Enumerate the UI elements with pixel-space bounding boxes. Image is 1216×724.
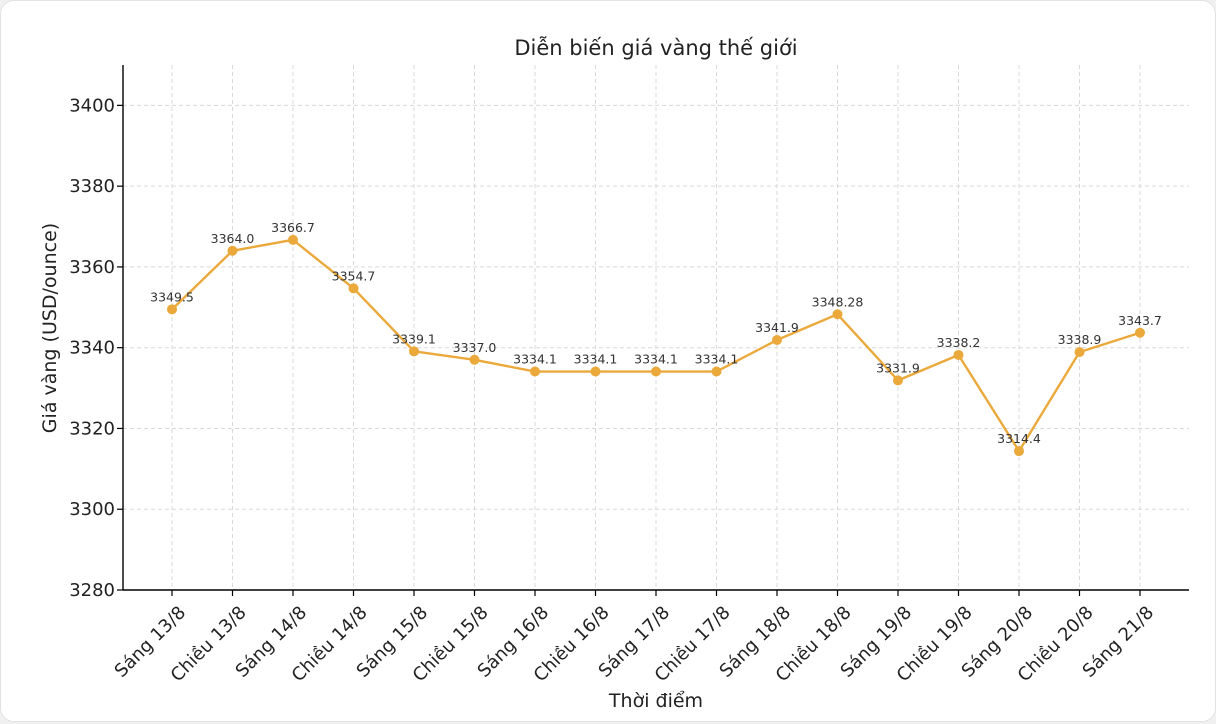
y-ticks: 3280 3300 3320 3340 3360 3380 3400 bbox=[69, 95, 123, 601]
data-point bbox=[590, 366, 601, 377]
data-label: 3337.0 bbox=[453, 340, 497, 355]
y-tick-label: 3280 bbox=[69, 580, 115, 601]
data-point bbox=[167, 304, 177, 315]
y-tick-label: 3320 bbox=[69, 418, 115, 439]
grid bbox=[123, 65, 1189, 590]
data-label: 3338.9 bbox=[1058, 332, 1102, 347]
data-labels: 3349.5 3364.0 3366.7 3354.7 3339.1 3337.0 3334… bbox=[150, 220, 1162, 446]
data-point bbox=[953, 349, 964, 360]
data-point bbox=[893, 375, 903, 386]
data-label: 3364.0 bbox=[211, 231, 255, 246]
data-point bbox=[711, 366, 722, 377]
data-point bbox=[772, 335, 782, 346]
data-point bbox=[530, 366, 540, 377]
data-point bbox=[469, 354, 480, 365]
y-tick-label: 3360 bbox=[69, 257, 115, 278]
data-point bbox=[832, 309, 843, 320]
data-label: 3338.2 bbox=[937, 335, 981, 350]
data-point bbox=[1135, 327, 1145, 338]
data-label: 3314.4 bbox=[997, 431, 1041, 446]
data-label: 3334.1 bbox=[695, 352, 739, 367]
data-point bbox=[348, 283, 359, 294]
data-label: 3334.1 bbox=[634, 352, 678, 367]
x-axis-label: Thời điểm bbox=[608, 690, 703, 712]
data-label: 3354.7 bbox=[332, 268, 376, 283]
data-label: 3334.1 bbox=[513, 352, 557, 367]
y-tick-label: 3340 bbox=[69, 338, 115, 359]
data-label: 3349.5 bbox=[150, 289, 194, 304]
data-label: 3366.7 bbox=[271, 220, 315, 235]
chart-title: Diễn biến giá vàng thế giới bbox=[514, 35, 797, 60]
data-label: 3343.7 bbox=[1118, 313, 1162, 328]
y-tick-label: 3300 bbox=[69, 499, 115, 520]
data-point bbox=[1014, 446, 1024, 457]
y-tick-label: 3400 bbox=[69, 95, 115, 116]
data-label: 3339.1 bbox=[392, 331, 436, 346]
data-label: 3348.28 bbox=[812, 294, 864, 309]
y-tick-label: 3380 bbox=[69, 176, 115, 197]
y-axis-label: Giá vàng (USD/ounce) bbox=[39, 223, 61, 433]
data-label: 3341.9 bbox=[755, 320, 799, 335]
data-point bbox=[227, 245, 238, 256]
data-point bbox=[288, 234, 298, 245]
series bbox=[167, 234, 1145, 457]
data-label: 3331.9 bbox=[876, 360, 920, 375]
data-label: 3334.1 bbox=[574, 352, 618, 367]
data-point bbox=[1074, 347, 1085, 358]
data-point bbox=[409, 346, 419, 357]
data-point bbox=[651, 366, 661, 377]
